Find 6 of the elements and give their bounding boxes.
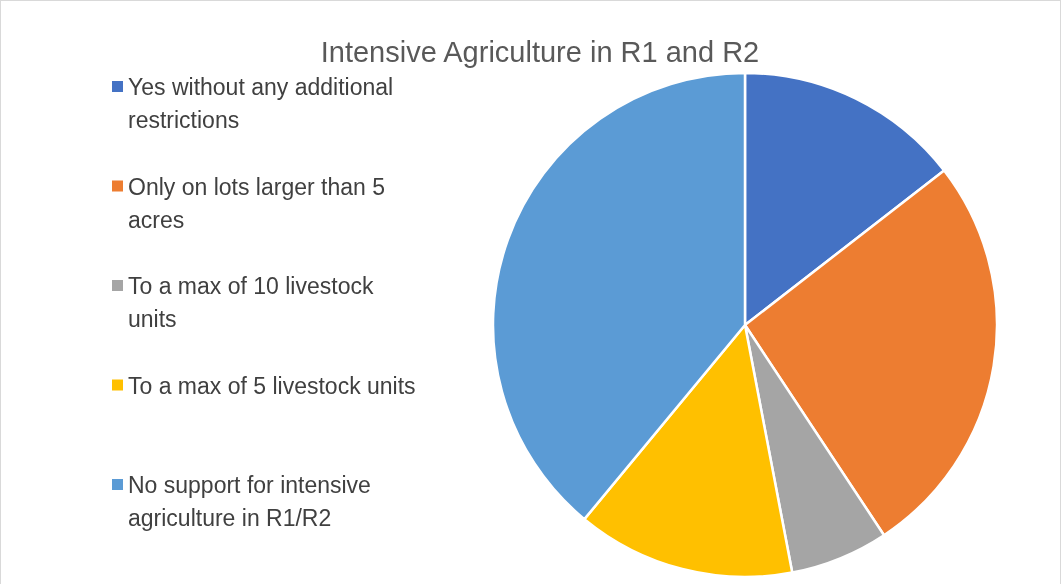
chart-title: Intensive Agriculture in R1 and R2 xyxy=(320,36,760,68)
legend-label: Only on lots larger than 5 acres xyxy=(128,173,385,233)
legend-label: To a max of 5 livestock units xyxy=(128,372,416,399)
legend-label: No support for intensive agriculture in R1/R2 xyxy=(128,472,371,531)
legend-label: To a max of 10 livestock units xyxy=(128,273,374,332)
legend-label: Yes without any additional restrictions xyxy=(128,74,394,133)
